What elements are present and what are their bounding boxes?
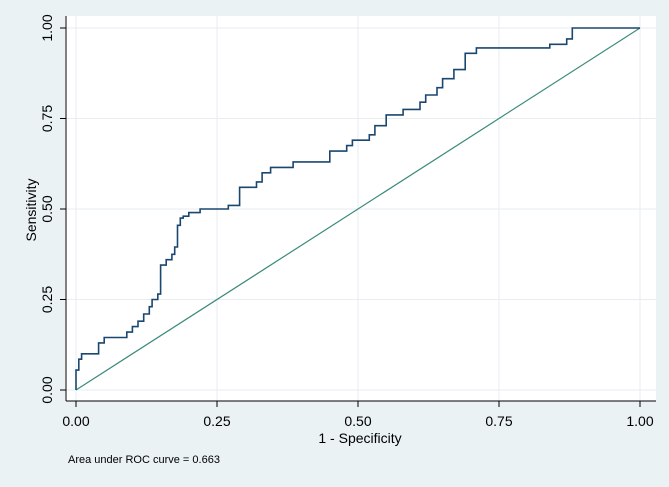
x-tick-label: 0.50 (344, 413, 371, 429)
x-ticks: 0.00 0.25 0.50 0.75 1.00 (62, 401, 654, 429)
roc-curve (75, 27, 640, 390)
y-tick-label: 0.75 (39, 105, 55, 132)
x-tick-label: 1.00 (626, 413, 653, 429)
y-tick-label: 0.50 (39, 195, 55, 222)
y-tick-label: 1.00 (39, 14, 55, 41)
y-tick-label: 0.25 (39, 286, 55, 313)
x-axis-title: 1 - Specificity (318, 430, 401, 446)
grid-lines (66, 16, 656, 401)
x-tick-label: 0.75 (485, 413, 512, 429)
reference-line (75, 27, 641, 391)
x-tick-label: 0.25 (203, 413, 230, 429)
y-tick-label: 0.00 (39, 376, 55, 403)
auc-note: Area under ROC curve = 0.663 (68, 454, 220, 466)
x-tick-label: 0.00 (62, 413, 89, 429)
y-ticks: 0.00 0.25 0.50 0.75 1.00 (39, 14, 66, 404)
y-axis-title: Sensitivity (23, 178, 39, 241)
